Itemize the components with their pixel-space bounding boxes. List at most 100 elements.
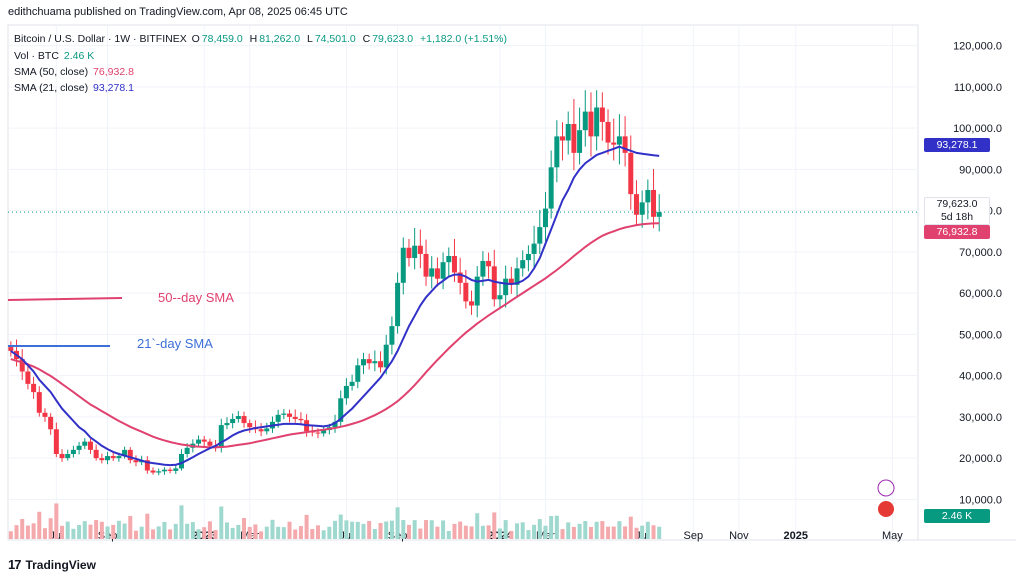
candle-body [486, 260, 492, 267]
candle-body [429, 268, 435, 277]
candle-body [144, 460, 150, 471]
candle-body [19, 359, 25, 372]
volume-bar [611, 526, 616, 539]
candle-body [224, 423, 230, 426]
volume-bar [617, 521, 622, 539]
annotation-sma21-text: 21`-day SMA [137, 336, 213, 351]
volume-bar [651, 525, 656, 539]
sma50-value: 76,932.8 [93, 66, 134, 78]
volume-bar [571, 526, 576, 539]
volume-bar [645, 521, 650, 539]
sma21-value: 93,278.1 [93, 82, 134, 94]
sma50-legend: SMA (50, close) 76,932.8 [14, 66, 136, 78]
volume-bar [640, 525, 645, 539]
volume-bar [497, 528, 502, 539]
volume-bar [435, 526, 440, 539]
volume-bar [270, 519, 275, 539]
volume-bar [532, 524, 537, 539]
volume-bar [196, 529, 201, 539]
bar-countdown: 5d 18h [940, 211, 974, 223]
volume-bar [463, 525, 468, 539]
volume-bar [560, 529, 565, 539]
volume-bar [298, 526, 303, 539]
volume-bar [247, 526, 252, 539]
candle-body [292, 416, 298, 419]
candle-body [178, 454, 184, 469]
candle-body [70, 449, 76, 454]
candle-body [417, 245, 423, 254]
candle-body [508, 278, 514, 285]
candle-body [656, 212, 662, 217]
candle-body [463, 282, 469, 302]
candle-body [639, 202, 645, 215]
volume-bar [520, 522, 525, 539]
candle-body [611, 142, 617, 145]
volume-bar [543, 525, 548, 539]
candle-body [275, 414, 281, 422]
volume-bar [82, 521, 87, 539]
volume-bar [509, 530, 514, 539]
volume-bar [25, 525, 30, 539]
candle-body [110, 456, 116, 459]
volume-bar [583, 521, 588, 539]
last-price-value: 79,623.0 [936, 198, 978, 210]
candle-body [76, 445, 82, 450]
volume-bar [475, 513, 480, 539]
tradingview-brand[interactable]: 17 TradingView [8, 557, 96, 572]
sma21-legend: SMA (21, close) 93,278.1 [14, 82, 136, 94]
volume-bar [446, 531, 451, 539]
candle-body [491, 266, 497, 300]
volume-bar [242, 518, 247, 539]
y-tick-label: 10,000.0 [959, 494, 1002, 506]
volume-value: 2.46 K [63, 50, 95, 62]
candle-body [264, 428, 270, 432]
candle-body [645, 190, 651, 203]
volume-bar [355, 521, 360, 539]
volume-bar [259, 531, 264, 539]
candle-body [105, 456, 111, 461]
volume-bar [412, 520, 417, 539]
volume-bar [526, 530, 531, 539]
candle-body [127, 449, 133, 461]
publisher-line: edithchuama published on TradingView.com… [8, 6, 348, 18]
ohlc-close: C 79,623.0 [362, 33, 414, 45]
volume-bar [588, 526, 593, 539]
volume-bar [304, 514, 309, 539]
volume-bar [253, 524, 258, 539]
volume-bar [333, 520, 338, 539]
volume-bar [173, 523, 178, 539]
candle-body [99, 458, 105, 461]
volume-bar [207, 521, 212, 539]
volume-bar [480, 525, 485, 539]
volume-bar [492, 512, 497, 539]
candle-body [571, 124, 577, 153]
candle-body [36, 392, 42, 413]
volume-bar [276, 526, 281, 539]
y-tick-label: 20,000.0 [959, 453, 1002, 465]
candle-body [321, 430, 327, 434]
volume-bar [14, 525, 19, 539]
symbol-name: Bitcoin / U.S. Dollar · 1W · BITFINEX [14, 33, 187, 45]
candle-body [173, 468, 179, 471]
candle-body [338, 398, 344, 422]
candle-body [87, 441, 93, 450]
candle-body [161, 469, 167, 472]
volume-bar [389, 520, 394, 539]
candle-body [230, 418, 236, 424]
candle-body [287, 413, 293, 417]
volume-bar [122, 523, 127, 539]
volume-bar [406, 524, 411, 539]
volume-bar [424, 520, 429, 539]
volume-bar [287, 521, 292, 539]
ohlc-low: L 74,501.0 [306, 33, 356, 45]
tradingview-logo-icon: 17 [8, 557, 22, 572]
volume-legend: Vol · BTC 2.46 K [14, 50, 96, 62]
volume-bar [111, 524, 116, 539]
candle-body [59, 454, 65, 459]
volume-bar [395, 507, 400, 539]
volume-bar [441, 520, 446, 539]
volume-bar [179, 505, 184, 539]
volume-bar [8, 531, 13, 539]
